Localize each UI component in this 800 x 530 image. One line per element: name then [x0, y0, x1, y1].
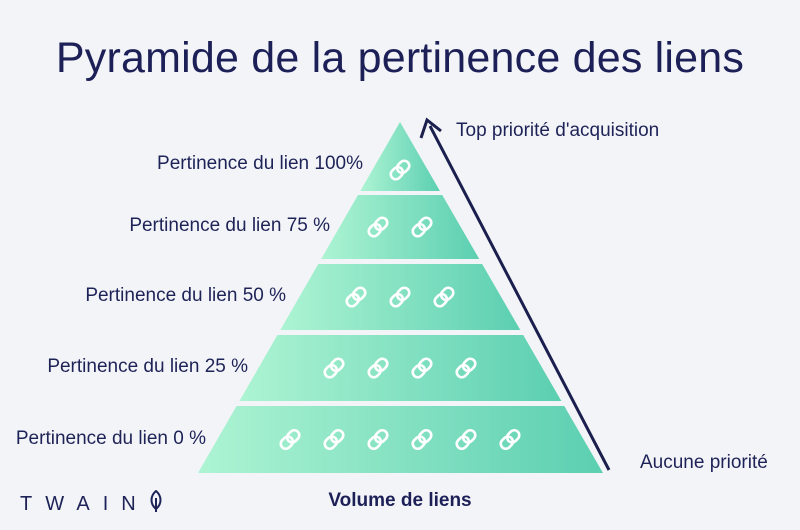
page-title: Pyramide de la pertinence des liens: [55, 34, 745, 82]
tier-label-3: Pertinence du lien 50 %: [85, 285, 286, 306]
pyramid-tier-2: [321, 195, 480, 259]
brand-logo: TWAIN: [20, 489, 163, 518]
tier-label-1: Pertinence du lien 100%: [157, 152, 363, 174]
pyramid-tier-5: [198, 406, 603, 473]
brand-name: TWAIN: [20, 493, 149, 515]
x-axis-label: Volume de liens: [328, 490, 472, 511]
tier-label-4: Pertinence du lien 25 %: [47, 356, 248, 377]
pyramid-tier-1: [360, 122, 440, 191]
leaf-icon: [149, 489, 163, 518]
pyramid-tier-4: [239, 335, 562, 401]
tier-label-5: Pertinence du lien 0 %: [15, 427, 206, 449]
top-priority-label: Top priorité d'acquisition: [456, 120, 660, 141]
priority-arrow: [419, 117, 611, 471]
no-priority-label: Aucune priorité: [640, 452, 768, 473]
tier-label-2: Pertinence du lien 75 %: [129, 215, 330, 236]
pyramid-tiers: [198, 122, 603, 473]
pyramid-tier-3: [280, 264, 521, 330]
